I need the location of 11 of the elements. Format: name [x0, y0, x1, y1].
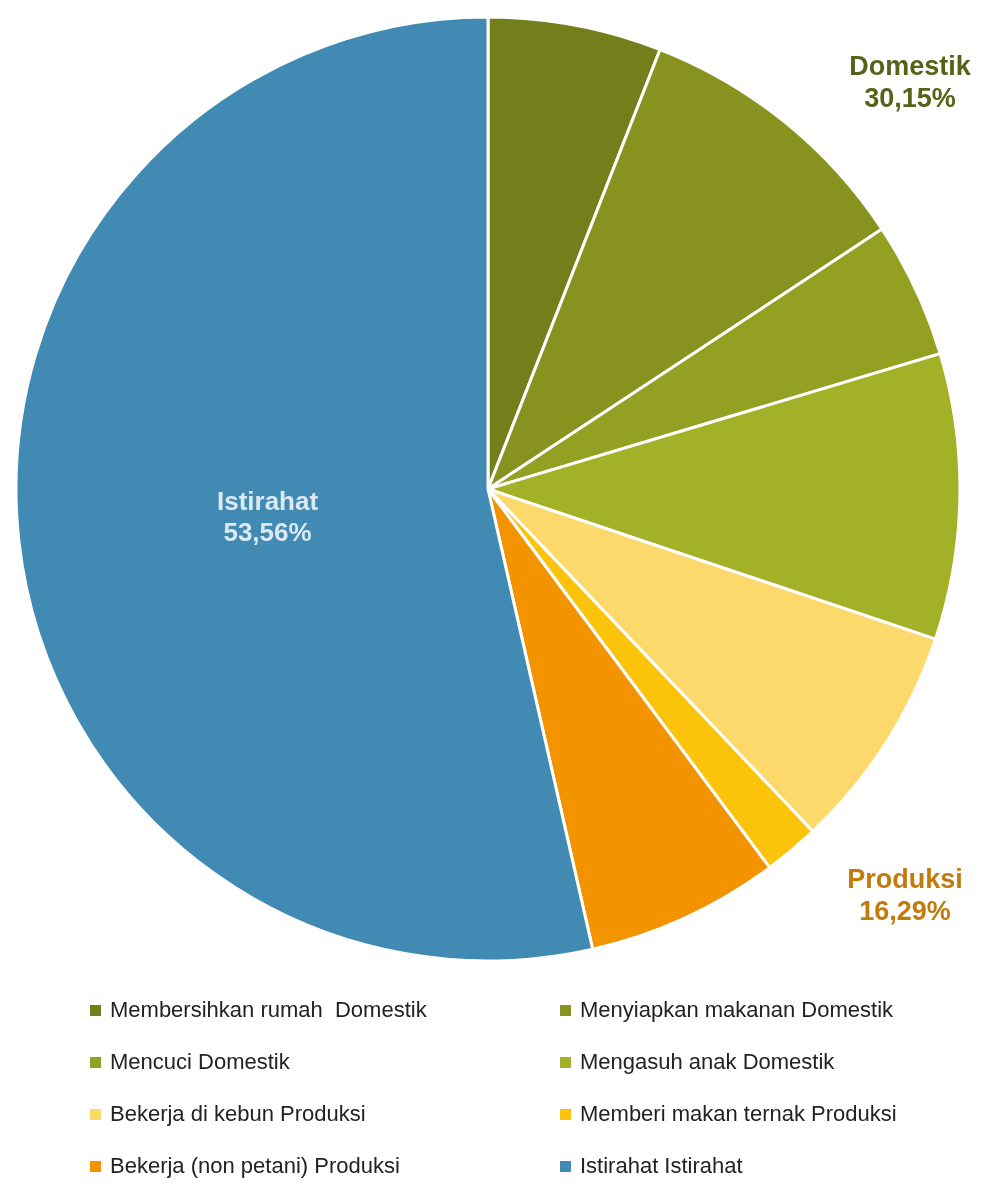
- legend-label: Membersihkan rumah Domestik: [110, 997, 427, 1023]
- legend-label: Memberi makan ternak Produksi: [580, 1101, 897, 1127]
- legend-label: Istirahat Istirahat: [580, 1153, 743, 1179]
- legend-label: Menyiapkan makanan Domestik: [580, 997, 894, 1023]
- legend-label: Mengasuh anak Domestik: [580, 1049, 835, 1075]
- legend-label: Bekerja (non petani) Produksi: [110, 1153, 400, 1179]
- text: Produksi 16,29%: [847, 864, 963, 927]
- legend-label: Mencuci Domestik: [110, 1049, 290, 1075]
- data-label: Istirahat 53,56%: [216, 485, 319, 547]
- text: Domestik 30,15%: [849, 51, 972, 114]
- legend-label: Bekerja di kebun Produksi: [110, 1101, 366, 1127]
